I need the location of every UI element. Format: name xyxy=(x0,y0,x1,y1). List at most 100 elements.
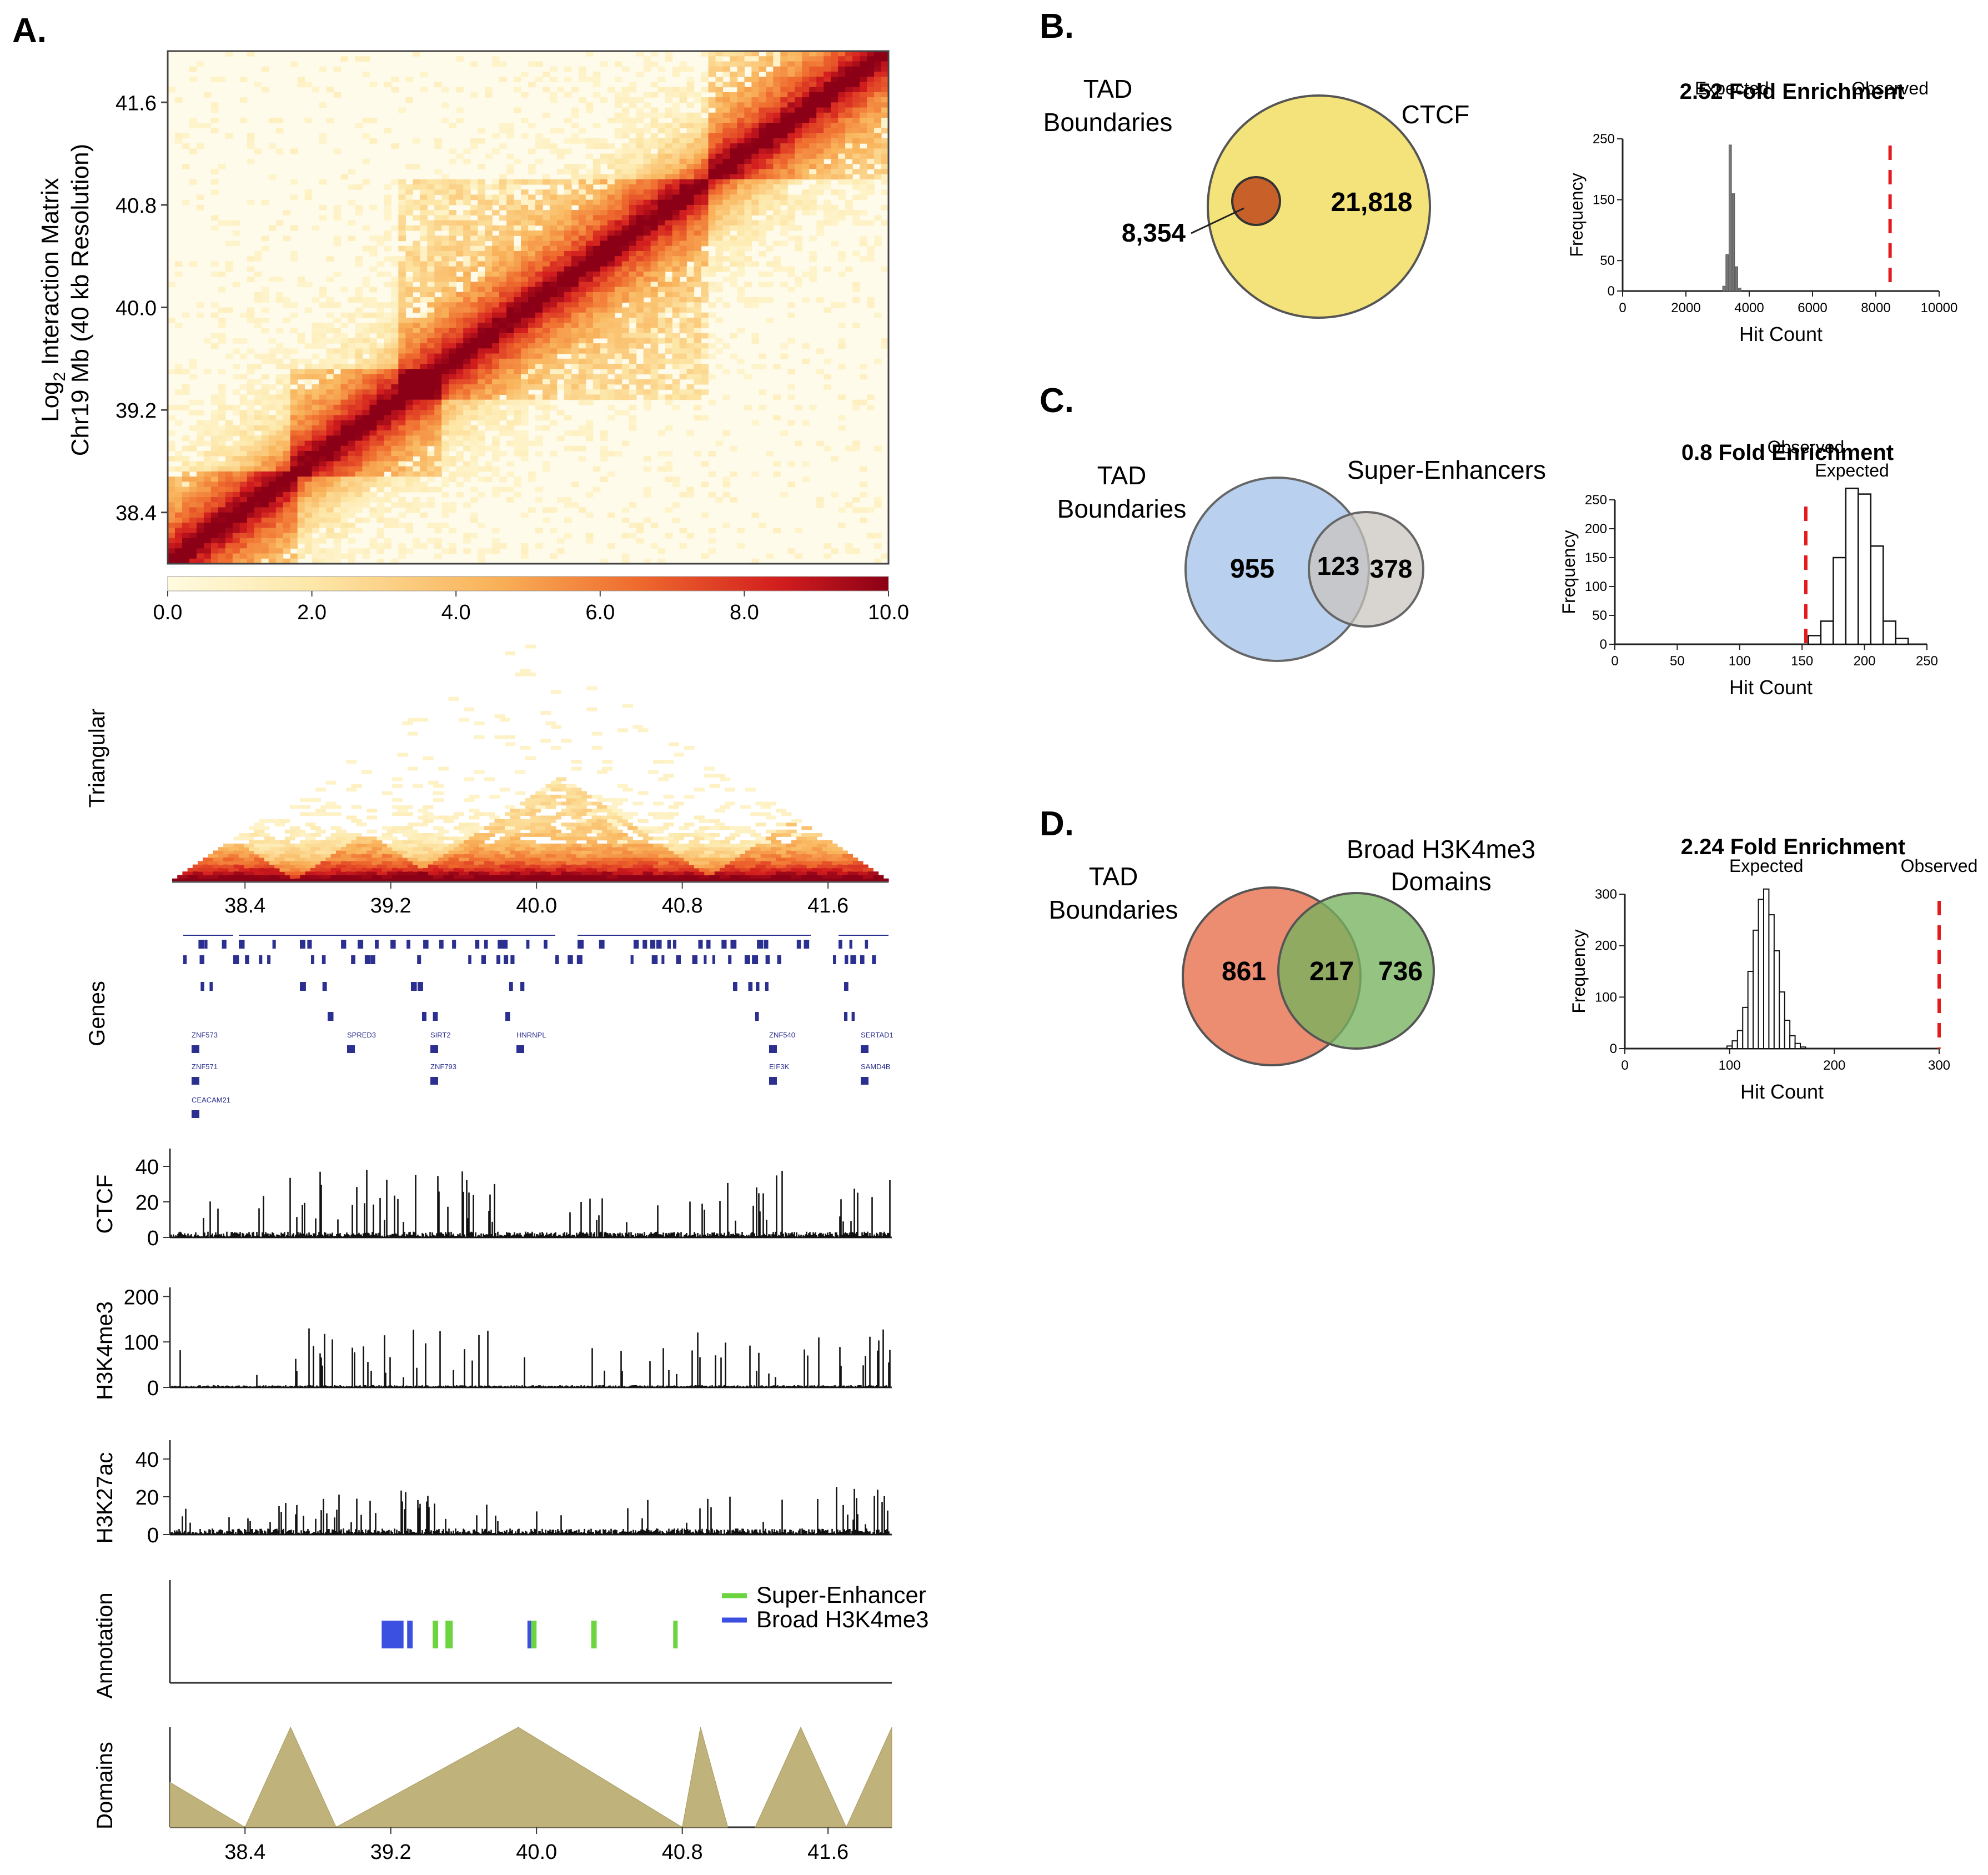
heatmap-cell xyxy=(275,507,284,513)
heatmap-cell xyxy=(218,399,226,405)
heatmap-cell xyxy=(340,533,349,539)
heatmap-cell xyxy=(780,82,788,88)
heatmap-cell xyxy=(657,210,666,215)
heatmap-cell xyxy=(521,445,529,452)
heatmap-cell xyxy=(542,71,550,77)
heatmap-cell xyxy=(506,389,514,395)
heatmap-cell xyxy=(398,333,406,339)
heatmap-cell xyxy=(196,558,204,564)
heatmap-cell xyxy=(348,528,356,534)
heatmap-cell xyxy=(456,194,464,200)
heatmap-cell xyxy=(290,507,298,513)
heatmap-cell xyxy=(492,245,500,252)
heatmap-cell xyxy=(340,333,349,339)
heatmap-cell xyxy=(319,477,327,482)
heatmap-cell xyxy=(686,297,695,303)
heatmap-cell xyxy=(564,445,572,452)
heatmap-cell xyxy=(369,410,378,415)
heatmap-cell xyxy=(672,210,680,215)
heatmap-cell xyxy=(556,87,565,93)
heatmap-cell xyxy=(168,558,175,564)
heatmap-cell xyxy=(218,450,226,457)
heatmap-cell xyxy=(694,404,702,410)
heatmap-cell xyxy=(744,189,752,195)
heatmap-cell xyxy=(232,548,240,554)
heatmap-cell xyxy=(340,404,349,410)
heatmap-cell xyxy=(283,394,291,400)
heatmap-cell xyxy=(657,287,666,293)
heatmap-cell xyxy=(506,282,514,288)
heatmap-cell xyxy=(701,158,709,164)
heatmap-cell xyxy=(845,82,853,88)
heatmap-cell xyxy=(225,220,233,226)
heatmap-cell xyxy=(722,82,731,88)
heatmap-cell xyxy=(210,117,219,123)
heatmap-cell xyxy=(196,466,204,472)
heatmap-cell xyxy=(838,425,846,431)
heatmap-cell xyxy=(492,282,500,288)
heatmap-cell xyxy=(441,492,449,498)
heatmap-cell xyxy=(650,369,659,375)
heatmap-cell xyxy=(355,461,363,467)
heatmap-cell xyxy=(607,302,615,308)
heatmap-cell xyxy=(210,107,219,113)
heatmap-cell xyxy=(715,215,724,221)
heatmap-cell xyxy=(499,312,507,318)
heatmap-cell xyxy=(549,287,558,293)
heatmap-cell xyxy=(283,302,291,308)
heatmap-cell xyxy=(528,292,536,298)
heatmap-cell xyxy=(614,394,622,400)
heatmap-cell xyxy=(506,225,514,231)
heatmap-cell xyxy=(449,261,456,267)
heatmap-cell xyxy=(449,379,456,385)
heatmap-cell xyxy=(326,492,334,498)
heatmap-cell xyxy=(470,256,478,262)
heatmap-cell xyxy=(730,240,738,247)
heatmap-cell xyxy=(333,512,342,518)
heatmap-cell xyxy=(420,425,428,431)
heatmap-yaxis: 41.640.840.039.238.4 xyxy=(116,92,168,525)
heatmap-cell xyxy=(629,369,637,375)
heatmap-cell xyxy=(398,271,406,277)
heatmap-cell xyxy=(485,410,493,415)
heatmap-cell xyxy=(203,502,212,508)
heatmap-cell xyxy=(247,266,255,272)
heatmap-cell xyxy=(434,287,442,293)
heatmap-cell xyxy=(326,117,334,123)
heatmap-cell xyxy=(650,379,659,385)
heatmap-cell xyxy=(585,189,594,195)
heatmap-cell xyxy=(283,384,291,390)
heatmap-cell xyxy=(333,328,342,334)
heatmap-cell xyxy=(722,369,731,375)
heatmap-cell xyxy=(528,384,536,390)
heatmap-cell xyxy=(773,128,781,134)
heatmap-cell xyxy=(239,502,248,508)
heatmap-cell xyxy=(261,399,269,405)
heatmap-cell xyxy=(478,199,485,205)
heatmap-cell xyxy=(478,558,485,564)
heatmap-cell xyxy=(694,256,702,262)
heatmap-cell xyxy=(708,312,716,318)
heatmap-cell xyxy=(427,477,435,482)
heatmap-cell xyxy=(636,364,644,369)
heatmap-cell xyxy=(499,358,507,364)
heatmap-cell xyxy=(535,528,543,534)
heatmap-cell xyxy=(614,410,622,415)
heatmap-cell xyxy=(852,97,860,103)
heatmap-cell xyxy=(514,210,521,215)
heatmap-cell xyxy=(881,66,888,72)
heatmap-cell xyxy=(657,338,666,344)
heatmap-cell xyxy=(441,445,449,452)
heatmap-cell xyxy=(304,394,313,400)
heatmap-cell xyxy=(564,164,572,169)
heatmap-cell xyxy=(881,153,888,159)
heatmap-cell xyxy=(189,533,197,539)
heatmap-cell xyxy=(643,282,651,288)
heatmap-cell xyxy=(449,399,456,405)
heatmap-cell xyxy=(189,374,197,380)
heatmap-cell xyxy=(744,184,752,190)
heatmap-cell xyxy=(499,61,507,67)
heatmap-cell xyxy=(600,323,608,329)
heatmap-cell xyxy=(787,87,795,93)
heatmap-cell xyxy=(751,77,759,82)
